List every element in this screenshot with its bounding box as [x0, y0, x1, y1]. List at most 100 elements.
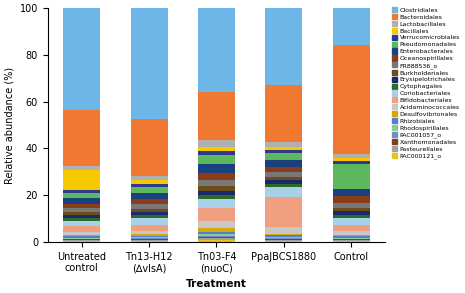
Bar: [332, 45, 370, 154]
Bar: [131, 218, 167, 224]
Bar: [332, 235, 370, 236]
Bar: [131, 212, 167, 215]
Bar: [131, 238, 167, 239]
Bar: [332, 163, 370, 189]
Bar: [131, 234, 167, 236]
Bar: [63, 204, 100, 208]
Bar: [63, 208, 100, 212]
Bar: [332, 203, 370, 208]
Bar: [198, 240, 235, 242]
Bar: [265, 234, 302, 235]
Bar: [265, 150, 302, 154]
Bar: [265, 167, 302, 172]
Bar: [332, 196, 370, 203]
Bar: [63, 241, 100, 242]
Bar: [131, 204, 167, 209]
Bar: [198, 195, 235, 199]
Bar: [198, 221, 235, 228]
Bar: [198, 239, 235, 240]
Bar: [265, 241, 302, 242]
Bar: [198, 173, 235, 180]
Bar: [198, 236, 235, 237]
Bar: [63, 212, 100, 215]
Bar: [198, 232, 235, 234]
Bar: [332, 239, 370, 240]
Bar: [265, 197, 302, 227]
Bar: [332, 238, 370, 239]
Bar: [198, 180, 235, 186]
Bar: [63, 190, 100, 193]
Bar: [63, 239, 100, 240]
Bar: [265, 180, 302, 183]
Bar: [131, 183, 167, 187]
Bar: [131, 224, 167, 231]
Bar: [63, 238, 100, 239]
Bar: [265, 237, 302, 238]
Bar: [131, 199, 167, 204]
Bar: [332, 154, 370, 158]
Bar: [198, 228, 235, 232]
Bar: [63, 221, 100, 226]
Bar: [265, 177, 302, 180]
Bar: [265, 238, 302, 239]
Bar: [131, 176, 167, 180]
Bar: [265, 172, 302, 177]
Bar: [131, 237, 167, 238]
Bar: [198, 186, 235, 190]
Bar: [63, 198, 100, 204]
Bar: [63, 240, 100, 241]
Bar: [332, 215, 370, 218]
Bar: [332, 158, 370, 161]
Bar: [198, 151, 235, 155]
Bar: [198, 190, 235, 195]
Bar: [265, 154, 302, 160]
Bar: [265, 239, 302, 240]
Bar: [63, 218, 100, 221]
Bar: [63, 170, 100, 190]
Bar: [332, 236, 370, 238]
Bar: [131, 119, 167, 176]
Bar: [198, 92, 235, 140]
Bar: [332, 218, 370, 225]
Bar: [63, 235, 100, 236]
Bar: [198, 208, 235, 221]
Bar: [332, 240, 370, 241]
Bar: [131, 241, 167, 242]
Bar: [332, 161, 370, 163]
Bar: [131, 236, 167, 237]
Bar: [198, 155, 235, 164]
Bar: [265, 8, 302, 85]
Bar: [265, 85, 302, 142]
Bar: [131, 239, 167, 240]
Bar: [131, 231, 167, 234]
Bar: [265, 235, 302, 237]
Bar: [265, 240, 302, 241]
Bar: [332, 231, 370, 235]
Bar: [131, 187, 167, 193]
Bar: [198, 8, 235, 92]
Bar: [332, 189, 370, 196]
Bar: [198, 140, 235, 146]
Bar: [332, 241, 370, 242]
Bar: [63, 166, 100, 170]
Bar: [198, 237, 235, 239]
Bar: [265, 187, 302, 197]
Bar: [131, 180, 167, 183]
Bar: [63, 215, 100, 218]
Y-axis label: Relative abundance (%): Relative abundance (%): [4, 67, 14, 184]
Bar: [131, 215, 167, 218]
Bar: [131, 240, 167, 241]
Bar: [63, 8, 100, 110]
Bar: [265, 160, 302, 167]
Bar: [63, 232, 100, 235]
Bar: [198, 199, 235, 208]
Bar: [63, 226, 100, 232]
Bar: [63, 110, 100, 166]
Bar: [63, 236, 100, 238]
Bar: [332, 208, 370, 211]
Bar: [265, 183, 302, 187]
Bar: [131, 8, 167, 119]
Bar: [131, 193, 167, 199]
Bar: [198, 234, 235, 236]
Bar: [131, 209, 167, 212]
